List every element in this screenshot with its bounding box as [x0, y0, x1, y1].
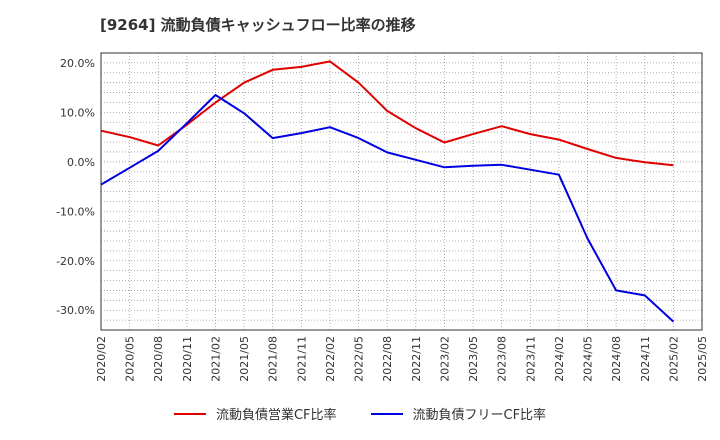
y-tick-label: 0.0%: [67, 156, 95, 169]
x-tick-label: 2024/11: [639, 336, 652, 382]
legend-item-operating-cf: 流動負債営業CF比率: [173, 404, 337, 423]
legend-item-free-cf: 流動負債フリーCF比率: [370, 404, 547, 423]
x-tick-label: 2020/05: [124, 336, 137, 382]
y-tick-label: 20.0%: [60, 57, 95, 70]
x-tick-label: 2022/05: [353, 336, 366, 382]
x-tick-label: 2024/05: [582, 336, 595, 382]
x-tick-label: 2020/11: [181, 336, 194, 382]
x-tick-label: 2022/08: [381, 336, 394, 382]
y-tick-label: -10.0%: [56, 205, 95, 218]
x-tick-label: 2021/02: [209, 336, 222, 382]
legend-label-free-cf: 流動負債フリーCF比率: [412, 408, 547, 423]
legend-swatch-free-cf: [370, 412, 403, 415]
x-tick-label: 2022/02: [324, 336, 337, 382]
legend-label-operating-cf: 流動負債営業CF比率: [215, 408, 337, 423]
legend-swatch-operating-cf: [173, 412, 206, 415]
x-tick-label: 2020/08: [152, 336, 165, 382]
y-tick-label: -30.0%: [56, 304, 95, 317]
x-tick-label: 2021/11: [295, 336, 308, 382]
chart-title: [9264] 流動負債キャッシュフロー比率の推移: [100, 16, 416, 34]
x-tick-label: 2023/05: [467, 336, 480, 382]
x-tick-label: 2025/02: [667, 336, 680, 382]
x-tick-label: 2025/05: [696, 336, 709, 382]
x-tick-label: 2020/02: [95, 336, 108, 382]
y-tick-label: 10.0%: [60, 106, 95, 119]
x-tick-label: 2022/11: [410, 336, 423, 382]
y-tick-label: -20.0%: [56, 255, 95, 268]
x-tick-label: 2024/08: [610, 336, 623, 382]
series-line-0: [100, 60, 674, 167]
x-tick-label: 2021/05: [238, 336, 251, 382]
x-tick-label: 2023/08: [496, 336, 509, 382]
x-tick-label: 2021/08: [267, 336, 280, 382]
x-tick-label: 2023/02: [438, 336, 451, 382]
x-tick-label: 2024/02: [553, 336, 566, 382]
plot-border: [100, 52, 703, 331]
series-line-1: [100, 94, 675, 323]
x-tick-label: 2023/11: [524, 336, 537, 382]
legend: 流動負債営業CF比率 流動負債フリーCF比率: [0, 404, 720, 423]
